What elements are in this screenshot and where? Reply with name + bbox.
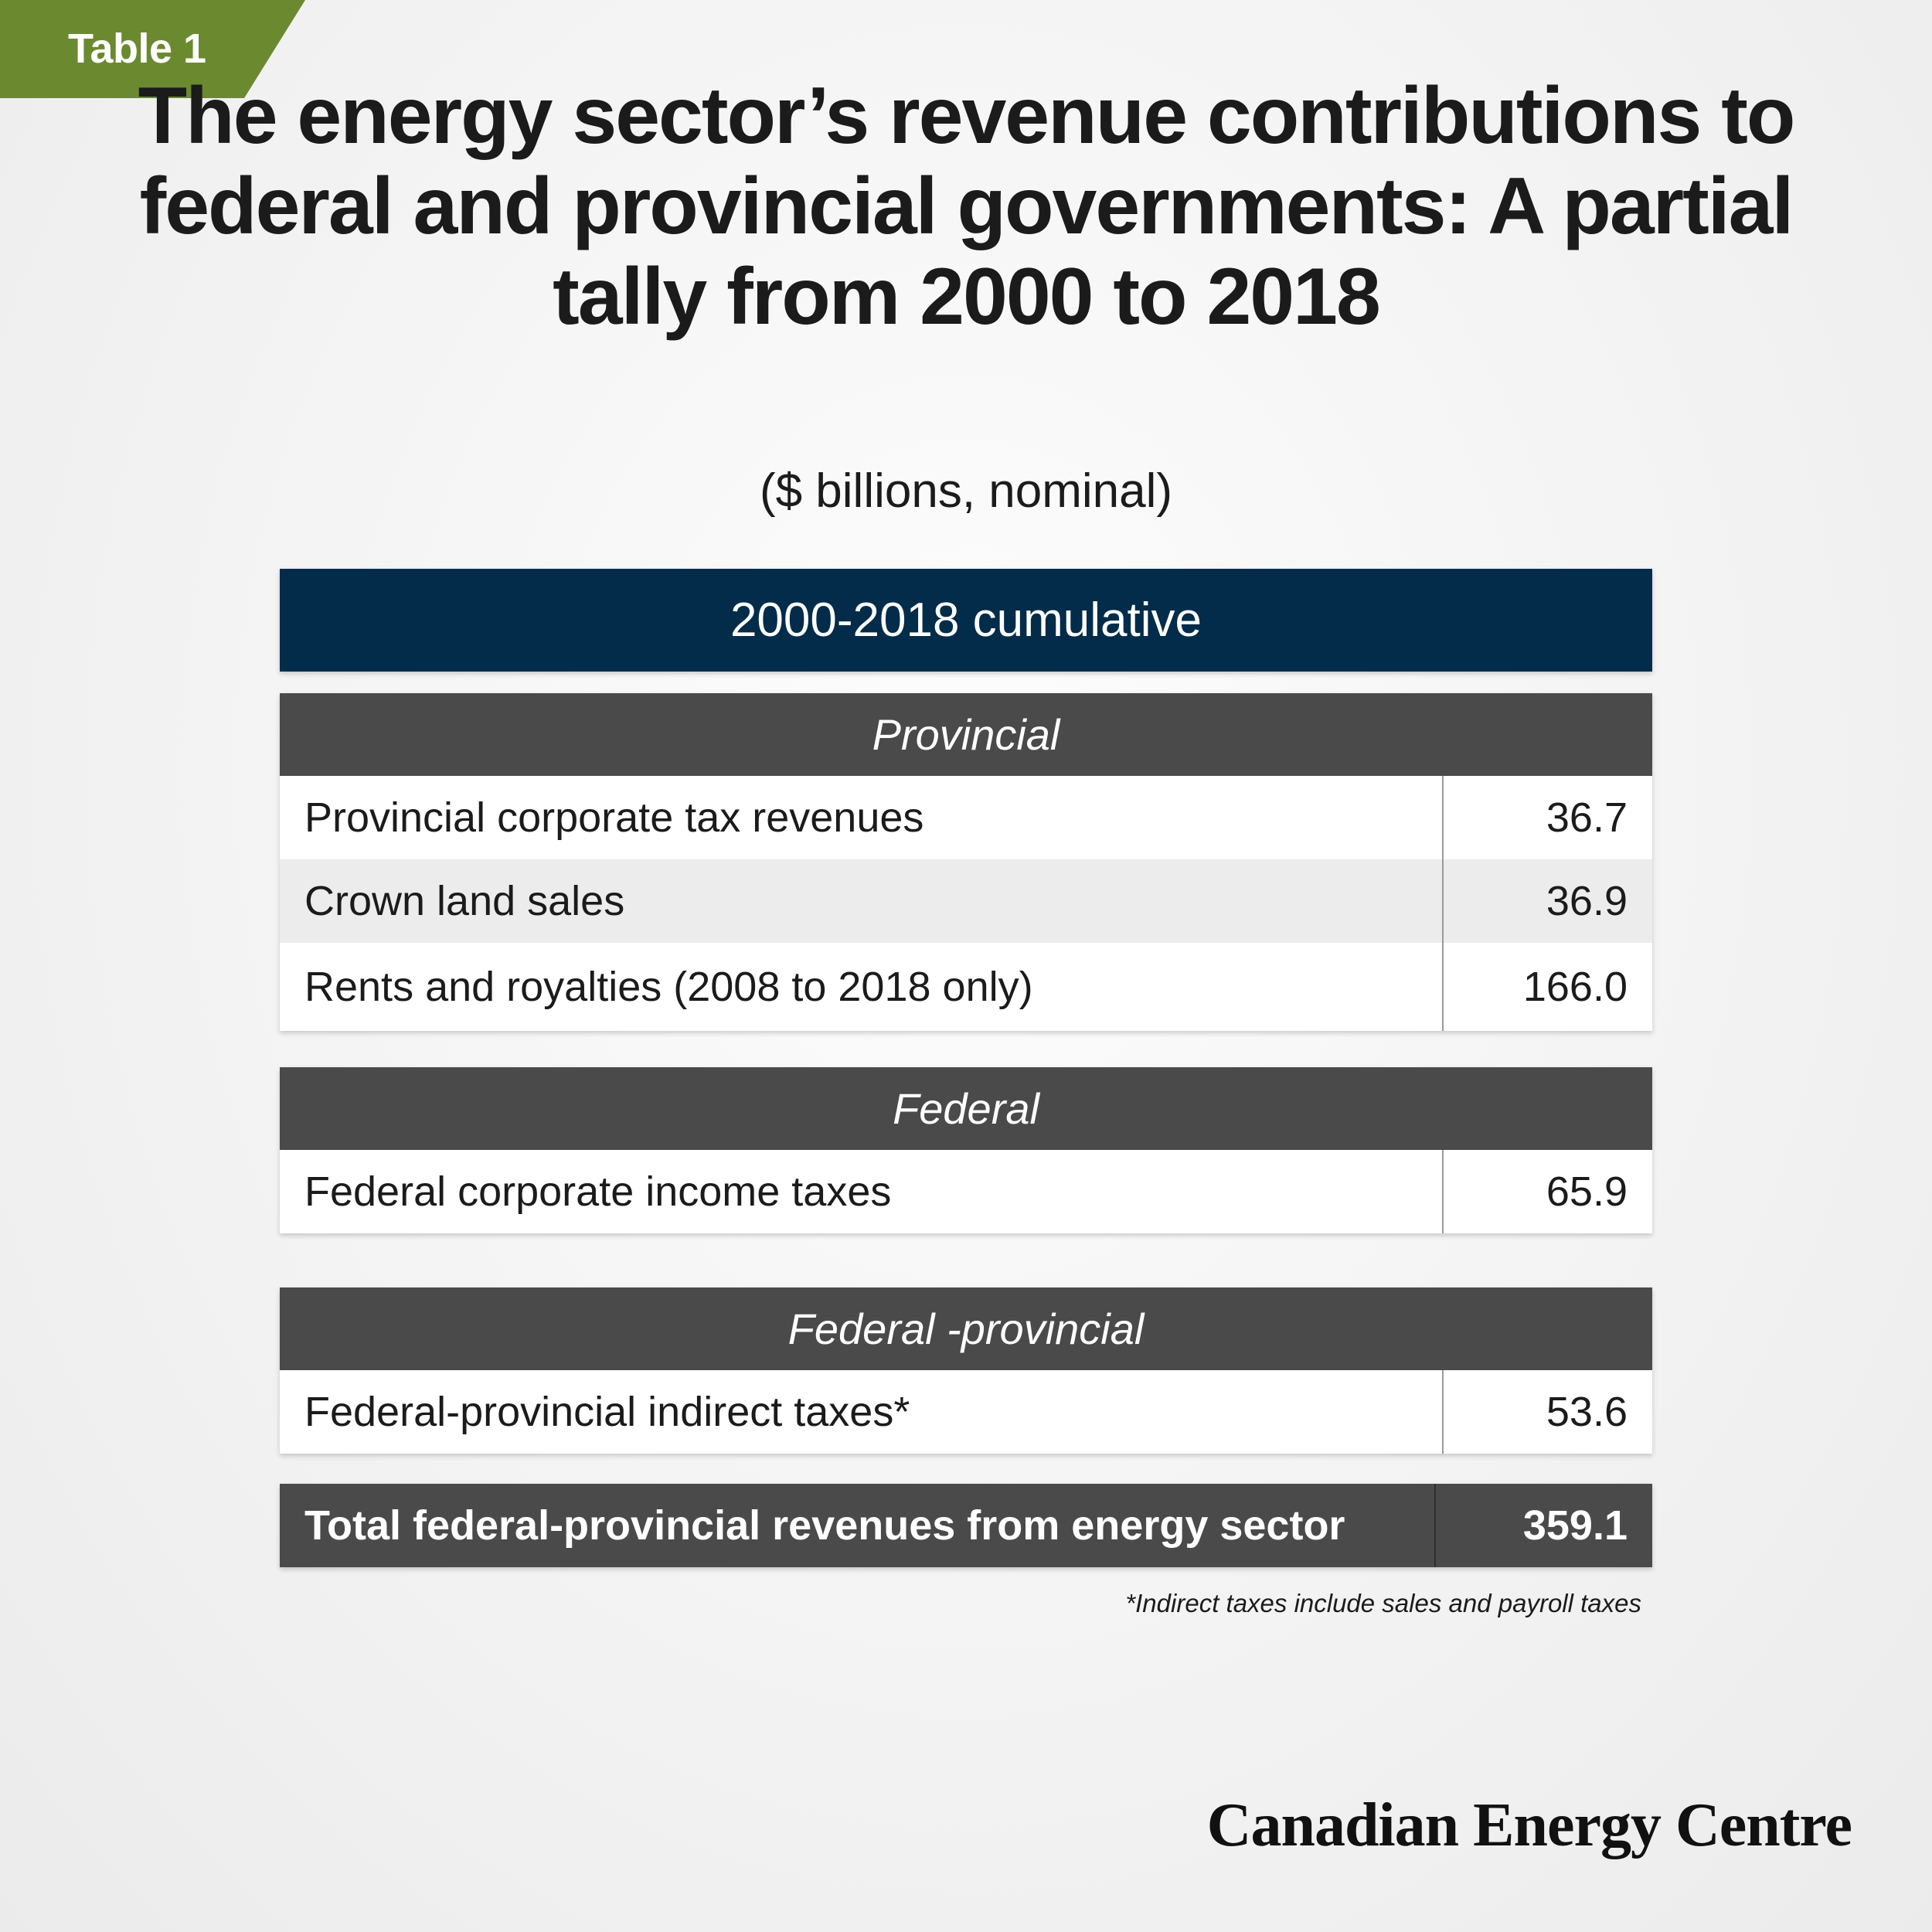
- section-federal-provincial: Federal -provincial Federal-provincial i…: [280, 1287, 1652, 1454]
- row-label: Provincial corporate tax revenues: [280, 776, 1444, 859]
- table-row: Provincial corporate tax revenues 36.7: [280, 776, 1652, 859]
- table-row: Rents and royalties (2008 to 2018 only) …: [280, 943, 1652, 1031]
- section-provincial: Provincial Provincial corporate tax reve…: [280, 693, 1652, 1031]
- table-row: Federal-provincial indirect taxes* 53.6: [280, 1370, 1652, 1454]
- table-badge: Table 1: [0, 0, 305, 98]
- brand-logo-text: Canadian Energy Centre: [1206, 1791, 1852, 1859]
- table-main-header: 2000-2018 cumulative: [280, 569, 1652, 672]
- section-header-federal-provincial: Federal -provincial: [280, 1287, 1652, 1370]
- section-header-federal: Federal: [280, 1067, 1652, 1150]
- row-label: Rents and royalties (2008 to 2018 only): [280, 943, 1444, 1031]
- row-label: Crown land sales: [280, 859, 1444, 943]
- row-value: 166.0: [1522, 964, 1628, 1010]
- total-row: Total federal-provincial revenues from e…: [280, 1484, 1652, 1567]
- row-value: 36.7: [1546, 794, 1628, 841]
- row-value: 65.9: [1546, 1168, 1628, 1215]
- row-label: Federal-provincial indirect taxes*: [280, 1370, 1444, 1454]
- total-label: Total federal-provincial revenues from e…: [280, 1484, 1436, 1567]
- section-header-provincial: Provincial: [280, 693, 1652, 776]
- page-title: The energy sector’s revenue contribution…: [138, 71, 1796, 342]
- row-value: 36.9: [1546, 878, 1628, 924]
- total-value: 359.1: [1522, 1502, 1628, 1549]
- footnote: *Indirect taxes include sales and payrol…: [1125, 1589, 1641, 1617]
- table-row: Crown land sales 36.9: [280, 859, 1652, 943]
- row-label: Federal corporate income taxes: [280, 1150, 1444, 1233]
- row-value: 53.6: [1546, 1389, 1628, 1435]
- table-row: Federal corporate income taxes 65.9: [280, 1150, 1652, 1233]
- units-subtitle: ($ billions, nominal): [759, 464, 1173, 518]
- section-federal: Federal Federal corporate income taxes 6…: [280, 1067, 1652, 1233]
